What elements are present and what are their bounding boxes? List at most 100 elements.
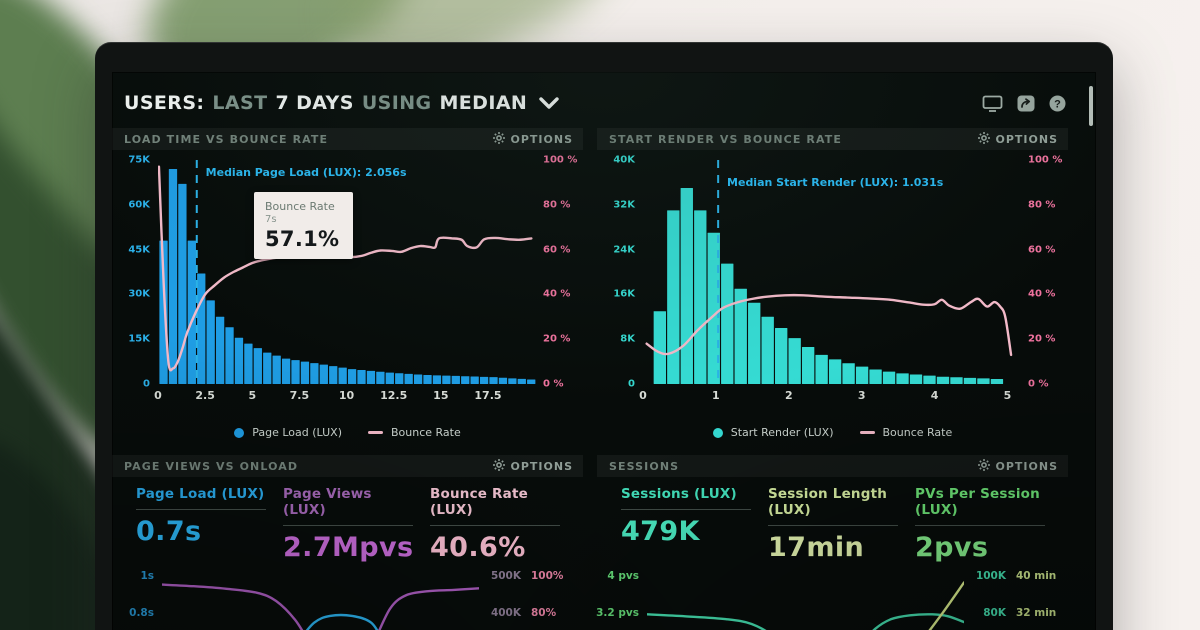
divider [768,525,898,526]
bar [882,371,896,384]
bar [423,375,432,384]
app-header: USERS: LAST 7 DAYS USING MEDIAN [112,72,1096,124]
y-tick: 60 % [1028,244,1056,256]
title-last: LAST [212,92,268,114]
y-tick: 100 % [1028,154,1063,166]
y-tick: 100K [975,570,1006,582]
share-icon[interactable] [1017,95,1035,112]
bar [517,378,526,384]
y-axis-left: 40K 32K 24K 16K 8K 0 [603,155,643,390]
options-button[interactable]: OPTIONS [977,458,1059,474]
trend-line [162,585,479,630]
panel-start-render: START RENDER VS BOUNCE RATE OPTIONS 40K … [597,128,1068,439]
bar [347,369,357,384]
gear-icon [977,458,990,474]
y-axis-left: 4 pvs 3.2 pvs 2.4 pvs [596,569,647,630]
dashboard-screen: USERS: LAST 7 DAYS USING MEDIAN [112,72,1096,630]
bar [923,375,936,384]
bar [489,377,498,384]
bar [963,377,977,384]
legend-line-icon [368,431,383,434]
bar [936,376,950,384]
bar [990,378,1004,384]
metric-value: 0.7s [136,516,202,547]
bar [319,364,328,384]
panel-grid: LOAD TIME VS BOUNCE RATE OPTIONS 75K 60K [112,128,1096,630]
bar [310,363,319,384]
divider [283,525,413,526]
bar [168,168,178,384]
options-label: OPTIONS [995,132,1058,146]
x-tick-label: 7.5 [289,389,310,402]
y-tick: 0.8s [129,607,154,619]
sessions-chart[interactable] [647,569,964,630]
y-axis-right: 100 % 80 % 60 % 40 % 20 % 0 % [1022,155,1068,390]
y-tick: 400K [490,607,521,619]
options-button[interactable]: OPTIONS [977,131,1059,147]
bar [775,328,788,384]
bar [748,302,761,384]
y-tick: 40 min [1016,570,1057,582]
y-tick: 40 % [543,288,571,300]
divider [621,509,751,510]
x-tick-label: 17.5 [474,389,502,402]
metric-value: 40.6% [430,532,526,563]
x-tick-label: 5 [248,389,257,402]
y-tick: 32 min [1016,607,1057,619]
legend-item-page-load[interactable]: Page Load (LUX) [234,426,342,439]
legend-item-bounce-rate[interactable]: Bounce Rate [859,426,952,439]
bar [178,183,187,384]
x-tick-label: 12.5 [380,389,408,402]
header-icons: ? [982,95,1066,112]
help-icon[interactable]: ? [1049,95,1066,112]
x-tick-label: 0 [154,389,162,402]
y-tick: 100% [531,570,564,582]
y-tick: 24K [613,244,635,256]
x-tick-label: 1 [712,389,720,402]
y-tick: 15K [128,333,150,345]
x-tick-label: 4 [930,389,939,402]
page-views-chart[interactable] [162,569,479,630]
legend-dot-icon [712,427,723,438]
y-tick: 0 [628,378,635,390]
legend: Start Render (LUX) Bounce Rate [597,426,1068,439]
bar [225,327,234,384]
bar [788,338,801,384]
bar [470,376,479,384]
bar [376,371,385,384]
bar [950,377,963,384]
chevron-down-icon[interactable] [539,97,559,109]
metric-page-views: Page Views (LUX) 2.7Mpvs [283,486,418,563]
trend-line [647,614,964,630]
bar [761,316,774,384]
bar [413,374,423,384]
options-button[interactable]: OPTIONS [492,458,574,474]
bar [395,373,404,384]
y-tick: 40 % [1028,288,1056,300]
title-using: USING [361,92,432,114]
bar [272,355,281,384]
metric-label: Page Load (LUX) [136,486,265,502]
legend-item-start-render[interactable]: Start Render (LUX) [712,426,834,439]
title-days: 7 DAYS [275,92,354,114]
scrollbar[interactable] [1089,86,1093,126]
load-time-chart[interactable] [158,160,537,384]
trend-line [647,295,1011,355]
metrics-row: Sessions (LUX) 479K Session Length (LUX)… [597,477,1068,563]
title-users: USERS: [124,92,205,114]
metric-bounce-rate: Bounce Rate (LUX) 40.6% [430,486,565,563]
panel-sessions: SESSIONS OPTIONS Sessions (LUX) 479 [596,455,1068,630]
bar [896,373,909,384]
y-tick: 4 pvs [607,570,639,582]
legend-item-bounce-rate[interactable]: Bounce Rate [368,426,461,439]
y-tick: 30K [128,288,150,300]
options-button[interactable]: OPTIONS [492,131,574,147]
bar [869,369,882,384]
y-tick: 500K [490,570,521,582]
bar [244,343,253,384]
legend-label: Page Load (LUX) [252,426,342,439]
start-render-chart[interactable] [643,160,1022,384]
display-icon[interactable] [982,95,1003,112]
bar [187,240,196,384]
